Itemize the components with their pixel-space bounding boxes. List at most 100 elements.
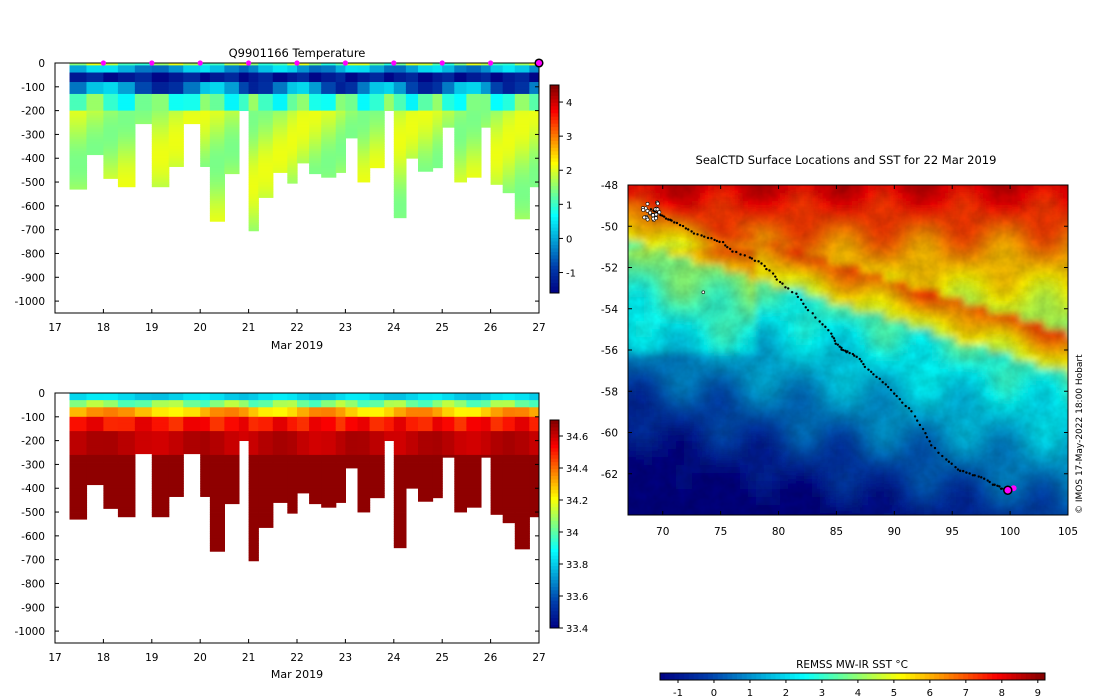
- temperature-cell: [69, 174, 88, 178]
- salinity-cell: [454, 452, 467, 456]
- temperature-cell: [345, 98, 359, 102]
- colorbar-tick-label: 34.4: [566, 464, 588, 475]
- salinity-cell: [168, 404, 184, 408]
- salinity-cell: [224, 445, 240, 449]
- salinity-cell: [514, 469, 530, 472]
- temperature-cell: [442, 70, 455, 73]
- temperature-cell: [454, 86, 467, 90]
- salinity-cell: [224, 404, 240, 408]
- salinity-cell: [224, 428, 240, 432]
- salinity-cell: [86, 452, 104, 456]
- temperature-cell: [200, 70, 211, 73]
- salinity-cell: [529, 493, 539, 496]
- temperature-cell: [514, 98, 530, 102]
- salinity-cell: [103, 462, 119, 465]
- salinity-cell: [466, 402, 482, 406]
- temperature-cell: [502, 174, 516, 178]
- x-tick-label: 25: [436, 652, 449, 664]
- temperature-cell: [134, 110, 153, 114]
- salinity-cell: [442, 454, 455, 458]
- colorbar-swatch: [550, 430, 559, 435]
- temperature-cell: [393, 103, 407, 107]
- salinity-cell: [103, 464, 119, 468]
- temperature-cell: [335, 167, 346, 171]
- temperature-cell: [309, 117, 322, 121]
- temperature-cell: [529, 86, 539, 90]
- salinity-cell: [357, 407, 371, 411]
- temperature-cell: [209, 93, 225, 97]
- temperature-profile: [134, 63, 153, 125]
- temperature-cell: [200, 93, 211, 97]
- salinity-cell: [86, 400, 104, 403]
- temperature-cell: [224, 120, 240, 123]
- salinity-cell: [248, 471, 259, 475]
- temperature-cell: [357, 96, 371, 100]
- y-tick-label: -200: [21, 436, 45, 448]
- temperature-cell: [369, 96, 385, 100]
- temperature-cell: [454, 120, 467, 123]
- colorbar-swatch: [550, 209, 559, 214]
- colorbar-swatch: [550, 541, 559, 546]
- salinity-cell: [514, 516, 530, 520]
- salinity-cell: [248, 466, 259, 470]
- temperature-cell: [309, 110, 322, 114]
- salinity-cell: [490, 457, 504, 461]
- salinity-cell: [418, 421, 434, 425]
- temperature-cell: [224, 132, 240, 135]
- salinity-y-axis: 0-100-200-300-400-500-600-700-800-900-10…: [14, 388, 539, 638]
- salinity-cell: [258, 435, 274, 439]
- salinity-cell: [209, 440, 225, 444]
- salinity-cell: [393, 519, 407, 522]
- temperature-cell: [209, 201, 225, 204]
- temperature-cell: [384, 103, 395, 107]
- salinity-cell: [529, 483, 539, 487]
- salinity-cell: [357, 440, 371, 444]
- temperature-cell: [466, 105, 482, 109]
- salinity-cell: [357, 395, 371, 399]
- temperature-cell: [514, 189, 530, 192]
- salinity-cell: [248, 407, 259, 411]
- temperature-cell: [418, 158, 434, 162]
- temperature-cell: [209, 215, 225, 219]
- temperature-cell: [168, 82, 184, 85]
- temperature-cell: [168, 146, 184, 150]
- colorbar-swatch: [550, 562, 559, 567]
- temperature-cell: [309, 74, 322, 78]
- salinity-cell: [529, 395, 539, 399]
- salinity-cell: [502, 497, 516, 501]
- salinity-cell: [442, 412, 455, 415]
- salinity-cell: [117, 400, 136, 403]
- salinity-cell: [200, 397, 211, 401]
- temperature-day-markers: [100, 58, 544, 68]
- salinity-cell: [393, 412, 407, 415]
- temperature-cell: [454, 91, 467, 95]
- salinity-profiles: [69, 393, 539, 562]
- temperature-profile: [418, 63, 434, 172]
- salinity-cell: [514, 531, 530, 534]
- y-tick-label: -300: [21, 129, 45, 141]
- salinity-cell: [529, 502, 539, 506]
- temperature-cell: [168, 93, 184, 97]
- temperature-cell: [432, 82, 443, 85]
- temperature-cell: [103, 91, 119, 95]
- colorbar-tick-label: 34.2: [566, 496, 588, 507]
- temperature-cell: [514, 155, 530, 159]
- temperature-cell: [466, 170, 482, 173]
- salinity-cell: [418, 485, 434, 489]
- temperature-cell: [168, 110, 184, 114]
- temperature-cell: [335, 84, 346, 88]
- salinity-cell: [117, 485, 136, 489]
- temperature-cell: [248, 153, 259, 157]
- temperature-cell: [151, 127, 170, 131]
- salinity-cell: [418, 435, 434, 439]
- salinity-cell: [369, 428, 385, 432]
- salinity-cell: [151, 500, 170, 503]
- salinity-cell: [393, 523, 407, 527]
- temperature-cell: [490, 134, 504, 138]
- temperature-cell: [529, 77, 539, 81]
- temperature-cell: [514, 91, 530, 95]
- sst-cell: [628, 249, 629, 258]
- salinity-cell: [502, 507, 516, 511]
- sst-cell: [972, 185, 981, 186]
- temperature-cell: [514, 74, 530, 78]
